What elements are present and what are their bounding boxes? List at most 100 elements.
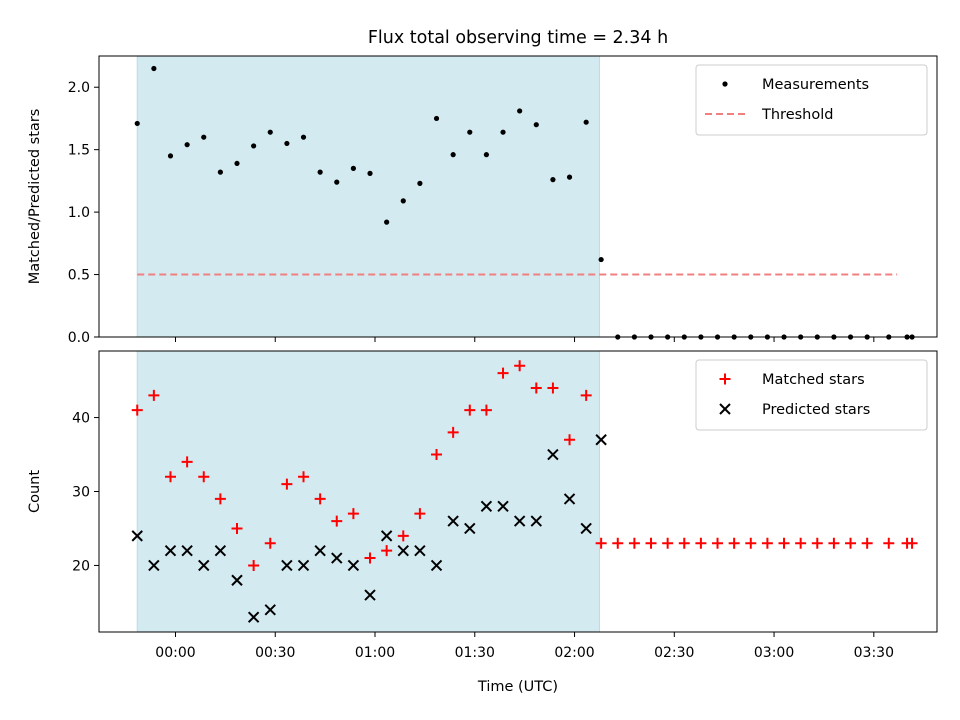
x-axis-label: Time (UTC)	[477, 679, 558, 695]
x-tick-label: 00:30	[255, 645, 295, 661]
x-tick-label: 03:30	[854, 645, 894, 661]
data-point	[367, 170, 373, 176]
data-point	[464, 522, 476, 535]
legend: Measurements Threshold	[695, 64, 928, 136]
data-point	[131, 404, 143, 416]
top-panel: 0.0 0.5 1.0 1.5 2.0 Matched/Predicted stars Me…	[27, 55, 938, 346]
data-point	[550, 177, 556, 183]
data-point	[148, 389, 160, 401]
data-point	[164, 471, 176, 483]
y-tick-label: 30	[72, 485, 90, 501]
data-point	[480, 500, 493, 512]
data-point	[201, 134, 207, 140]
data-point	[883, 537, 895, 549]
data-point	[334, 179, 340, 185]
data-point	[247, 611, 260, 623]
y-axis-label: Matched/Predicted stars	[27, 109, 43, 285]
data-point	[298, 471, 310, 483]
data-point	[447, 515, 459, 527]
data-point	[414, 544, 426, 557]
data-point	[533, 122, 539, 128]
legend: Matched stars Predicted stars	[695, 359, 928, 431]
data-point	[364, 589, 376, 601]
data-point	[828, 537, 840, 549]
data-point	[745, 537, 757, 549]
data-point	[447, 426, 459, 438]
data-point	[251, 143, 257, 149]
legend-box	[695, 64, 928, 136]
y-tick-label: 0.5	[68, 268, 90, 284]
legend-label: Threshold	[761, 107, 833, 123]
legend-marker	[719, 373, 731, 385]
data-point	[314, 544, 326, 557]
data-point	[350, 165, 356, 171]
data-point	[267, 129, 273, 135]
data-point	[612, 537, 624, 549]
data-point	[181, 544, 193, 557]
data-point	[580, 389, 592, 401]
data-point	[450, 152, 456, 158]
data-point	[861, 537, 873, 549]
data-point	[464, 404, 476, 416]
data-point	[381, 545, 393, 557]
y-tick-label: 1.5	[68, 143, 90, 159]
data-point	[728, 537, 740, 549]
data-point	[530, 515, 542, 527]
data-point	[547, 448, 559, 461]
shaded-interval	[136, 350, 600, 633]
legend-marker	[722, 81, 728, 87]
data-point	[811, 537, 823, 549]
data-point	[417, 180, 423, 186]
data-point	[530, 382, 542, 394]
y-tick-label: 2.0	[68, 80, 90, 96]
data-point	[563, 493, 576, 505]
series-predicted-stars	[131, 434, 607, 623]
data-point	[500, 129, 506, 135]
data-point	[151, 65, 157, 72]
data-point	[217, 169, 223, 175]
y-tick-label: 20	[72, 558, 90, 574]
data-point	[662, 537, 674, 549]
data-point	[400, 198, 406, 204]
data-point	[148, 559, 160, 572]
x-tick-label: 01:30	[455, 645, 495, 661]
data-point	[364, 552, 376, 564]
y-tick-label: 40	[72, 411, 90, 427]
data-point	[517, 108, 523, 114]
data-point	[906, 537, 918, 549]
data-point	[397, 544, 409, 557]
data-point	[580, 522, 592, 535]
data-point	[264, 604, 276, 616]
data-point	[281, 478, 293, 490]
data-point	[595, 434, 607, 446]
y-axis-label: Count	[27, 470, 43, 513]
data-point	[761, 537, 773, 549]
data-point	[314, 493, 326, 505]
data-point	[645, 537, 657, 549]
data-point	[397, 530, 409, 542]
data-point	[414, 508, 426, 520]
data-point	[167, 153, 174, 159]
data-point	[231, 522, 243, 534]
data-point	[595, 537, 607, 549]
data-point	[181, 456, 193, 468]
data-point	[347, 508, 359, 520]
data-point	[467, 129, 473, 135]
y-tick-label: 0.0	[68, 330, 90, 346]
shaded-interval	[136, 55, 600, 338]
axes-frame	[98, 55, 938, 338]
x-tick-label: 02:00	[554, 645, 594, 661]
data-point	[248, 559, 260, 571]
series-matched-stars	[131, 360, 918, 571]
x-tick-label: 01:00	[355, 645, 395, 661]
data-point	[514, 360, 526, 372]
data-point	[566, 174, 573, 180]
data-point	[331, 515, 343, 527]
legend-label: Matched stars	[762, 372, 865, 388]
data-point	[317, 169, 323, 175]
data-point	[483, 152, 490, 158]
data-point	[431, 449, 443, 461]
data-point	[678, 537, 690, 549]
data-point	[198, 559, 210, 572]
